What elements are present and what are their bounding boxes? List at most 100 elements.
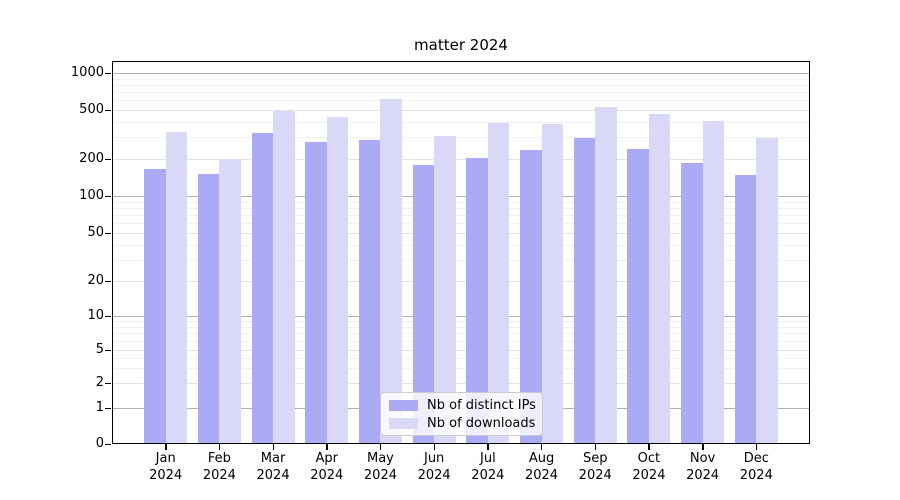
gridline-minor (113, 78, 809, 80)
y-tick-mark (105, 72, 111, 74)
legend-label-downloads: Nb of downloads (427, 415, 536, 431)
gridline-major (113, 196, 809, 197)
legend: Nb of distinct IPs Nb of downloads (380, 392, 543, 436)
bar-nb-of-downloads-sep (595, 106, 617, 444)
y-tick-label: 5 (95, 342, 104, 357)
bar-nb-of-downloads-aug (541, 123, 564, 444)
y-tick-mark (105, 280, 111, 282)
legend-label-distinct-ips: Nb of distinct IPs (427, 397, 536, 413)
x-tick-mark (541, 444, 543, 450)
gridline-minor (113, 92, 809, 94)
gridline-minor (113, 215, 809, 217)
gridline-minor (113, 201, 809, 203)
x-tick-mark (272, 444, 274, 450)
bar-nb-of-downloads-oct (648, 113, 671, 444)
x-tick-mark (702, 444, 704, 450)
gridline-mid (113, 383, 809, 384)
gridline-minor (113, 84, 809, 86)
legend-swatch-distinct-ips (389, 399, 418, 411)
y-tick-mark (105, 349, 111, 351)
gridline-minor (113, 207, 809, 209)
gridline-minor (113, 137, 809, 139)
gridline-minor (113, 368, 809, 370)
x-tick-label: Jun 2024 (417, 451, 451, 483)
x-tick-mark (594, 444, 597, 450)
gridline-minor (113, 321, 809, 323)
x-tick-mark (379, 444, 382, 450)
y-tick-mark (105, 407, 111, 409)
y-tick-label: 200 (79, 151, 104, 166)
bar-nb-of-downloads-mar (273, 110, 295, 444)
x-tick-label: Dec 2024 (739, 451, 773, 483)
x-tick-mark (165, 444, 167, 450)
y-tick-label: 1000 (70, 65, 104, 80)
gridline-minor (113, 358, 809, 360)
y-tick-label: 1 (95, 400, 104, 415)
y-tick-label: 20 (87, 273, 104, 288)
bar-nb-of-distinct-ips-feb (197, 174, 220, 444)
y-tick-mark (105, 195, 111, 197)
bar-nb-of-downloads-jun (434, 135, 456, 444)
bar-nb-of-distinct-ips-aug (520, 150, 542, 444)
gridline-minor (113, 223, 809, 225)
gridline-minor (113, 100, 809, 102)
y-tick-mark (105, 232, 111, 234)
x-tick-mark (648, 444, 650, 450)
legend-swatch-downloads (389, 417, 418, 429)
gridline-mid (113, 159, 809, 160)
x-tick-mark (487, 444, 489, 450)
bar-nb-of-downloads-feb (219, 159, 241, 444)
bar-nb-of-downloads-jan (165, 132, 188, 444)
x-tick-label: Sep 2024 (578, 451, 612, 483)
bar-nb-of-distinct-ips-jul (466, 157, 488, 444)
x-tick-label: Oct 2024 (632, 451, 666, 483)
gridline-mid (113, 350, 809, 351)
gridline-minor (113, 326, 809, 328)
x-tick-label: Mar 2024 (256, 451, 290, 483)
bar-nb-of-distinct-ips-mar (251, 133, 274, 444)
bar-nb-of-downloads-may (380, 98, 402, 444)
chart-title: matter 2024 (414, 36, 508, 54)
gridline-minor (113, 244, 809, 246)
x-tick-label: Jan 2024 (149, 451, 183, 483)
gridline-minor (113, 259, 809, 261)
y-tick-mark (105, 382, 111, 384)
bar-nb-of-distinct-ips-dec (734, 175, 757, 444)
y-tick-label: 100 (79, 188, 104, 203)
bar-nb-of-downloads-jul (487, 123, 510, 444)
gridline-minor (113, 333, 809, 335)
bar-nb-of-distinct-ips-oct (627, 149, 649, 444)
gridline-mid (113, 110, 809, 111)
bar-nb-of-distinct-ips-jan (144, 169, 166, 444)
gridline-minor (113, 121, 809, 123)
x-tick-mark (755, 444, 758, 450)
gridline-mid (113, 233, 809, 234)
gridline-major (113, 316, 809, 317)
y-tick-label: 500 (79, 102, 104, 117)
bar-nb-of-distinct-ips-jun (412, 164, 435, 444)
gridline-minor (113, 341, 809, 343)
bar-nb-of-distinct-ips-apr (305, 141, 327, 444)
bar-nb-of-distinct-ips-nov (681, 163, 703, 444)
y-tick-mark (105, 109, 111, 111)
y-tick-mark (105, 443, 111, 445)
x-tick-label: Jul 2024 (471, 451, 505, 483)
x-tick-mark (433, 444, 436, 450)
y-tick-mark (105, 315, 111, 317)
x-tick-label: Aug 2024 (524, 451, 559, 483)
legend-item-distinct-ips: Nb of distinct IPs (389, 397, 536, 413)
y-tick-mark (105, 158, 111, 160)
gridline-major (113, 73, 809, 74)
x-tick-label: Nov 2024 (686, 451, 720, 483)
x-tick-label: Apr 2024 (310, 451, 344, 483)
bar-nb-of-downloads-nov (702, 120, 725, 444)
y-tick-label: 0 (95, 436, 104, 451)
y-tick-label: 10 (87, 308, 104, 323)
y-tick-label: 50 (87, 225, 104, 240)
bar-nb-of-distinct-ips-may (358, 140, 381, 444)
x-tick-mark (326, 444, 328, 450)
x-tick-label: Feb 2024 (202, 451, 236, 483)
y-tick-label: 2 (95, 375, 104, 390)
x-tick-label: May 2024 (363, 451, 397, 483)
